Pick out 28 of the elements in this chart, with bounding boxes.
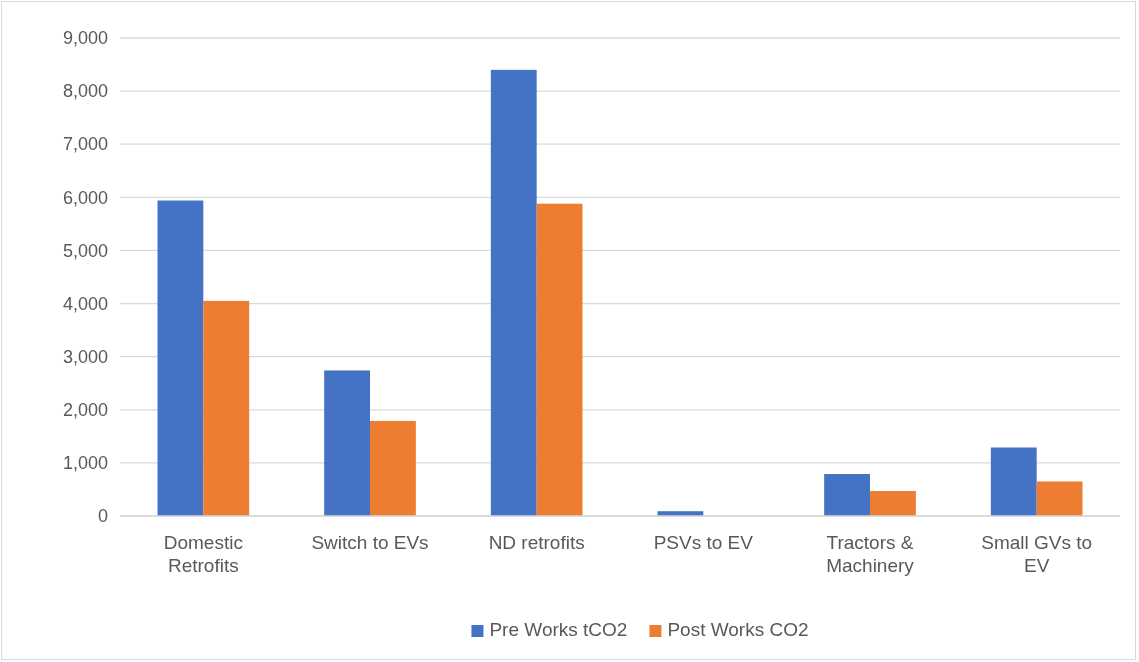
bar <box>203 300 250 516</box>
bar <box>370 420 416 516</box>
x-tick-label: Tractors & Machinery <box>826 532 915 577</box>
y-tick-label: 3,000 <box>62 346 108 367</box>
bar <box>324 370 370 516</box>
y-tick-label: 5,000 <box>62 240 108 261</box>
bar <box>490 69 537 516</box>
y-tick-label: 1,000 <box>62 453 108 474</box>
bar <box>1036 481 1083 516</box>
x-tick-label: Small GVs to EV <box>981 532 1093 577</box>
bar <box>990 447 1037 516</box>
x-tick-label: PSVs to EV <box>653 532 754 554</box>
legend-label: Post Works CO2 <box>667 619 809 640</box>
bar <box>870 491 916 516</box>
bar <box>157 200 204 516</box>
bar <box>536 203 583 516</box>
y-tick-label: 8,000 <box>62 81 108 102</box>
x-tick-label: Domestic Retrofits <box>163 532 243 577</box>
x-tick-label: Switch to EVs <box>311 532 429 554</box>
y-tick-label: 2,000 <box>62 400 108 421</box>
y-tick-label: 6,000 <box>62 187 108 208</box>
y-tick-label: 9,000 <box>62 28 108 49</box>
bar <box>824 474 870 516</box>
legend-label: Pre Works tCO2 <box>489 619 628 640</box>
y-tick-label: 7,000 <box>62 134 108 155</box>
y-tick-label: 4,000 <box>62 293 108 314</box>
x-tick-label: ND retrofits <box>488 532 585 554</box>
y-tick-label: 0 <box>97 506 108 527</box>
